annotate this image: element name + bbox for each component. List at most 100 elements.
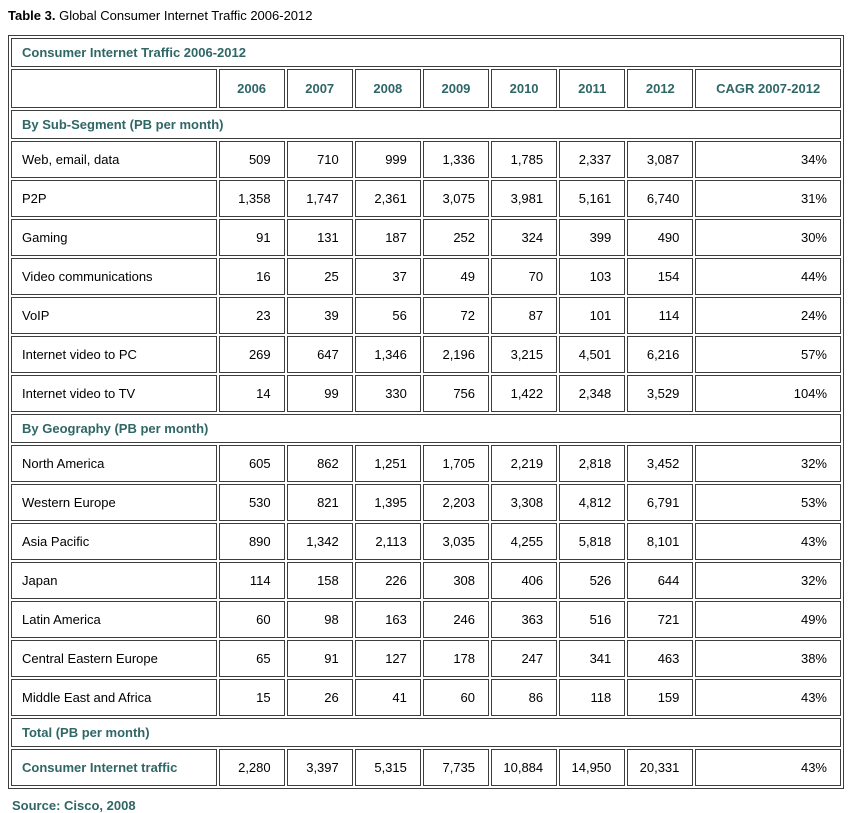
value-cell: 127: [354, 640, 421, 677]
source-note: Source: Cisco, 2008: [12, 798, 136, 813]
row-label: Central Eastern Europe: [11, 640, 217, 677]
value-cell: 3,308: [491, 484, 558, 521]
value-cell: 1,395: [354, 484, 421, 521]
value-cell: 2,818: [559, 445, 626, 482]
cagr-cell: 30%: [695, 219, 841, 256]
value-cell: 5,161: [559, 180, 626, 217]
value-cell: 1,251: [354, 445, 421, 482]
value-cell: 406: [491, 562, 558, 599]
value-cell: 3,529: [627, 375, 694, 412]
cagr-cell: 32%: [695, 562, 841, 599]
value-cell: 118: [559, 679, 626, 716]
value-cell: 530: [218, 484, 285, 521]
value-cell: 114: [627, 297, 694, 334]
value-cell: 1,346: [354, 336, 421, 373]
value-cell: 1,785: [491, 141, 558, 178]
value-cell: 226: [354, 562, 421, 599]
value-cell: 98: [286, 601, 353, 638]
value-cell: 2,337: [559, 141, 626, 178]
column-header-2006: 2006: [218, 69, 285, 108]
cagr-cell: 49%: [695, 601, 841, 638]
value-cell: 2,361: [354, 180, 421, 217]
row-label: Western Europe: [11, 484, 217, 521]
value-cell: 2,196: [422, 336, 490, 373]
value-cell: 330: [354, 375, 421, 412]
value-cell: 39: [286, 297, 353, 334]
value-cell: 247: [491, 640, 558, 677]
value-cell: 87: [491, 297, 558, 334]
cagr-cell: 32%: [695, 445, 841, 482]
cagr-cell: 43%: [695, 523, 841, 560]
value-cell: 647: [286, 336, 353, 373]
table-row: Middle East and Africa 15 26 41 60 86 118 159 43…: [11, 679, 841, 716]
value-cell: 3,397: [286, 749, 353, 786]
row-label: Asia Pacific: [11, 523, 217, 560]
cagr-cell: 43%: [695, 679, 841, 716]
column-header-2011: 2011: [559, 69, 626, 108]
section-header: By Geography (PB per month): [11, 414, 841, 443]
column-header-2010: 2010: [491, 69, 558, 108]
value-cell: 23: [218, 297, 285, 334]
value-cell: 25: [286, 258, 353, 295]
value-cell: 721: [627, 601, 694, 638]
table-row: VoIP 23 39 56 72 87 101 114 24%: [11, 297, 841, 334]
row-label: Internet video to PC: [11, 336, 217, 373]
value-cell: 5,818: [559, 523, 626, 560]
table-row: P2P 1,358 1,747 2,361 3,075 3,981 5,161 6,740 31…: [11, 180, 841, 217]
value-cell: 65: [218, 640, 285, 677]
value-cell: 1,342: [286, 523, 353, 560]
table-number: Table 3.: [8, 8, 56, 23]
table-row: Internet video to TV 14 99 330 756 1,422 2,348…: [11, 375, 841, 412]
section-header: Total (PB per month): [11, 718, 841, 747]
value-cell: 70: [491, 258, 558, 295]
section-header-row: By Sub-Segment (PB per month): [11, 110, 841, 139]
cagr-cell: 24%: [695, 297, 841, 334]
value-cell: 91: [218, 219, 285, 256]
value-cell: 37: [354, 258, 421, 295]
value-cell: 10,884: [491, 749, 558, 786]
value-cell: 6,216: [627, 336, 694, 373]
row-label: Gaming: [11, 219, 217, 256]
value-cell: 3,452: [627, 445, 694, 482]
table-title-text: Global Consumer Internet Traffic 2006-20…: [59, 8, 313, 23]
section-header-row: By Geography (PB per month): [11, 414, 841, 443]
cagr-cell: 104%: [695, 375, 841, 412]
table-row: Web, email, data 509 710 999 1,336 1,785 2,337…: [11, 141, 841, 178]
value-cell: 60: [422, 679, 490, 716]
page-title: Table 3. Global Consumer Internet Traffi…: [8, 8, 846, 23]
row-label: Internet video to TV: [11, 375, 217, 412]
value-cell: 7,735: [422, 749, 490, 786]
traffic-table: Consumer Internet Traffic 2006-2012 2006 2…: [8, 35, 844, 789]
value-cell: 341: [559, 640, 626, 677]
table-row: Central Eastern Europe 65 91 127 178 247 341 46…: [11, 640, 841, 677]
value-cell: 1,358: [218, 180, 285, 217]
value-cell: 14,950: [559, 749, 626, 786]
row-label: Video communications: [11, 258, 217, 295]
cagr-cell: 53%: [695, 484, 841, 521]
value-cell: 158: [286, 562, 353, 599]
value-cell: 1,705: [422, 445, 490, 482]
value-cell: 821: [286, 484, 353, 521]
value-cell: 3,087: [627, 141, 694, 178]
value-cell: 516: [559, 601, 626, 638]
value-cell: 862: [286, 445, 353, 482]
value-cell: 246: [422, 601, 490, 638]
value-cell: 999: [354, 141, 421, 178]
value-cell: 3,981: [491, 180, 558, 217]
row-label: Consumer Internet traffic: [11, 749, 217, 786]
section-header-row: Total (PB per month): [11, 718, 841, 747]
cagr-cell: 57%: [695, 336, 841, 373]
value-cell: 2,280: [218, 749, 285, 786]
section-header: By Sub-Segment (PB per month): [11, 110, 841, 139]
value-cell: 3,075: [422, 180, 490, 217]
value-cell: 605: [218, 445, 285, 482]
table-row: Asia Pacific 890 1,342 2,113 3,035 4,255 5,818…: [11, 523, 841, 560]
value-cell: 103: [559, 258, 626, 295]
table-caption: Consumer Internet Traffic 2006-2012: [11, 38, 841, 67]
value-cell: 2,348: [559, 375, 626, 412]
value-cell: 2,113: [354, 523, 421, 560]
value-cell: 159: [627, 679, 694, 716]
value-cell: 4,501: [559, 336, 626, 373]
column-header-2009: 2009: [422, 69, 490, 108]
value-cell: 490: [627, 219, 694, 256]
